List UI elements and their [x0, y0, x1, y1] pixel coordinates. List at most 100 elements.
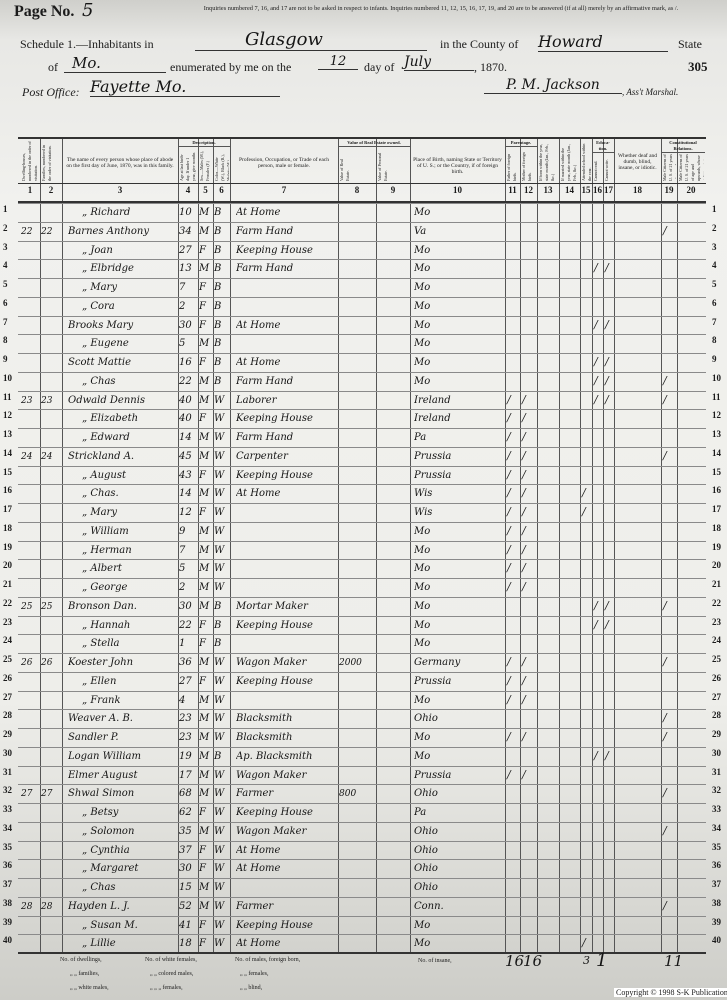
sex: M [199, 225, 210, 237]
sex: F [199, 938, 206, 950]
sex: F [199, 863, 206, 875]
table-row: „ Chas 15 M W Ohio [18, 878, 706, 898]
affirmative-mark-col-15: / [582, 936, 586, 950]
line-number-right: 13 [712, 429, 721, 439]
column-divider [661, 139, 662, 952]
group-header-parentage: Parentage. [505, 140, 537, 147]
line-number-left: 32 [3, 785, 12, 796]
age: 34 [179, 225, 192, 237]
table-row: „ Mary 12 F W Wis / / / [18, 503, 706, 523]
age: 1 [179, 638, 186, 650]
color: W [214, 432, 225, 443]
sex: M [199, 450, 210, 462]
person-name: Odwald Dennis [68, 394, 146, 406]
column-header-11: Father of foreign birth. [506, 153, 517, 181]
line-number-right: 17 [712, 504, 721, 514]
line-number-left: 10 [3, 372, 12, 383]
birthplace: Ireland [414, 394, 451, 406]
person-name: „ Betsy [82, 807, 119, 818]
table-row: „ William 9 M W Mo / / [18, 521, 706, 542]
table-row: „ Cora 2 F B Mo [18, 296, 706, 317]
line-number-right: 18 [712, 522, 721, 533]
county-field: Howard [538, 32, 668, 52]
column-number-15: 15 [581, 185, 591, 195]
affirmative-mark-col-16: / [594, 355, 598, 368]
birthplace: Prussia [414, 450, 452, 462]
age: 37 [179, 844, 192, 856]
occupation: Keeping House [236, 469, 313, 481]
birthplace: Ohio [414, 863, 438, 875]
sex: M [199, 750, 210, 762]
person-name: Scott Mattie [68, 357, 132, 368]
person-name: Logan William [68, 750, 141, 762]
dwelling-number: 27 [21, 789, 33, 800]
birthplace: Prussia [414, 769, 452, 781]
age: 30 [179, 319, 192, 331]
table-row: „ Ellen 27 F W Keeping House Prussia / / [18, 671, 706, 692]
line-number-right: 25 [712, 654, 721, 664]
line-number-right: 10 [712, 372, 721, 383]
affirmative-mark-col-16: / [594, 373, 598, 387]
family-number: 23 [41, 395, 53, 406]
group-header-constitutional: Constitutional Relations. [661, 140, 705, 153]
table-row: „ Susan M. 41 F W Keeping House Mo [18, 915, 706, 936]
line-number-right: 35 [712, 841, 721, 852]
birthplace: Mo [414, 563, 431, 575]
occupation: Laborer [236, 394, 277, 406]
color: B [214, 282, 222, 293]
color: W [214, 694, 225, 706]
occupation: At Home [236, 844, 281, 856]
person-name: „ George [82, 582, 128, 593]
copyright-notice: Copyright © 1998 S-K Publications [614, 988, 727, 997]
occupation: Wagon Maker [236, 657, 307, 668]
column-header-5: Sex.—Males (M.), Females (F.) [199, 151, 210, 181]
birthplace: Mo [414, 282, 431, 293]
person-name: Brooks Mary [68, 319, 134, 331]
affirmative-mark-col-19: / [663, 711, 667, 725]
footer-females: „ „ „ females, [150, 985, 183, 991]
column-header-12: Mother of foreign birth. [521, 152, 532, 181]
table-row: „ Elizabeth 40 F W Keeping House Ireland / / [18, 409, 706, 429]
table-row: „ Lillie 18 F W At Home Mo / [18, 934, 706, 954]
column-header-7: Profession, Occupation, or Trade of each… [239, 157, 329, 169]
person-name: „ Frank [82, 694, 121, 706]
line-number-right: 4 [712, 260, 717, 271]
line-number-right: 9 [712, 354, 717, 364]
person-name: „ Mary [82, 282, 117, 293]
affirmative-mark-col-12: / [522, 580, 526, 593]
column-divider [213, 139, 214, 952]
occupation: Blacksmith [236, 713, 293, 725]
column-divider [520, 139, 521, 952]
column-number-18: 18 [633, 185, 642, 195]
column-divider [559, 139, 560, 952]
column-divider [592, 139, 593, 952]
header-divider [18, 183, 706, 184]
age: 5 [179, 338, 186, 350]
table-row: „ Cynthia 37 F W At Home Ohio [18, 840, 706, 861]
age: 35 [179, 825, 192, 837]
line-number-right: 19 [712, 541, 721, 552]
sex: M [199, 432, 210, 443]
column-divider [230, 139, 231, 952]
sex: M [199, 263, 210, 275]
group-header-description: Description. [178, 140, 230, 147]
birthplace: Mo [414, 525, 431, 537]
footer-white-females: No. of white females, [145, 957, 197, 963]
occupation: At Home [236, 863, 281, 875]
line-number-right: 31 [712, 766, 721, 777]
line-number-right: 36 [712, 860, 721, 871]
footer-blind: „ „ blind, [240, 985, 263, 991]
age: 2 [179, 300, 186, 312]
line-number-right: 12 [712, 410, 721, 421]
table-row: Sandler P. 23 M W Blacksmith Mo / / / [18, 728, 706, 748]
line-number-left: 1 [3, 204, 8, 214]
day-field: 12 [318, 54, 358, 70]
sex: F [199, 919, 206, 931]
birthplace: Pa [414, 807, 427, 818]
state-label: State [678, 37, 702, 51]
affirmative-mark-col-19: / [663, 823, 667, 837]
age: 41 [179, 919, 192, 931]
age: 45 [179, 450, 192, 462]
sex: F [199, 675, 206, 687]
age: 19 [179, 750, 192, 762]
